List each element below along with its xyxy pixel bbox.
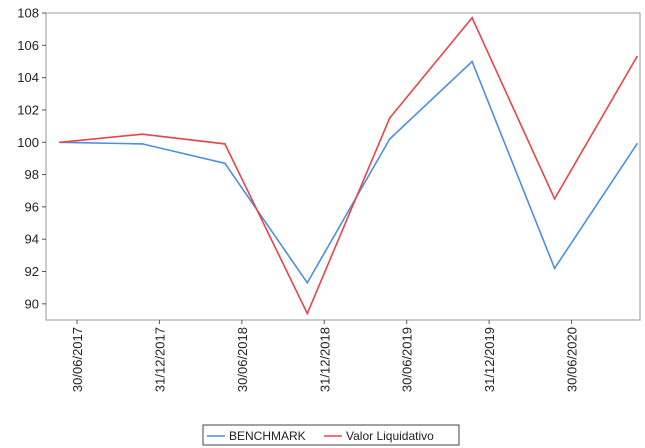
- x-tick-label: 30/06/2017: [70, 327, 85, 392]
- data-point: [141, 133, 144, 136]
- y-tick-label: 108: [17, 6, 39, 21]
- y-tick-label: 98: [25, 167, 39, 182]
- y-tick-label: 106: [17, 38, 39, 53]
- x-tick-label: 31/12/2018: [317, 327, 332, 392]
- data-point: [471, 60, 474, 63]
- x-axis: 30/06/2017 31/12/2017 30/06/2018 31/12/2018…: [70, 320, 580, 392]
- y-tick-label: 102: [17, 102, 39, 117]
- y-axis: 90 92 94 96 98 100 102 104 106 108: [17, 6, 46, 311]
- series-line-benchmark: [59, 60, 638, 285]
- x-tick-label: 30/06/2018: [235, 327, 250, 392]
- x-tick-label: 30/06/2020: [565, 327, 580, 392]
- y-tick-label: 94: [25, 232, 39, 247]
- y-tick-label: 100: [17, 135, 39, 150]
- data-point: [59, 141, 61, 144]
- data-point: [223, 142, 226, 145]
- data-point: [306, 312, 309, 315]
- y-tick-label: 96: [25, 199, 39, 214]
- legend-label: Valor Liquidativo: [346, 429, 434, 443]
- data-point: [141, 142, 144, 145]
- series-line-valor-liquidativo: [59, 16, 638, 316]
- data-point: [388, 138, 391, 140]
- data-point: [388, 117, 391, 119]
- series-lines: [59, 16, 638, 316]
- data-point: [306, 281, 309, 284]
- y-tick-label: 90: [25, 296, 39, 311]
- x-tick-label: 30/06/2019: [400, 327, 415, 392]
- data-point: [636, 55, 638, 58]
- legend: BENCHMARK Valor Liquidativo: [202, 424, 460, 446]
- legend-box: [202, 424, 460, 446]
- data-point: [636, 142, 638, 145]
- plot-area: [45, 12, 641, 321]
- data-point: [553, 197, 556, 200]
- y-tick-label: 104: [17, 70, 39, 85]
- data-point: [471, 16, 474, 19]
- data-point: [553, 267, 556, 270]
- y-tick-label: 92: [25, 264, 39, 279]
- data-point: [223, 162, 226, 165]
- legend-label: BENCHMARK: [229, 429, 306, 443]
- x-tick-label: 31/12/2019: [482, 327, 497, 392]
- x-tick-label: 31/12/2017: [152, 327, 167, 392]
